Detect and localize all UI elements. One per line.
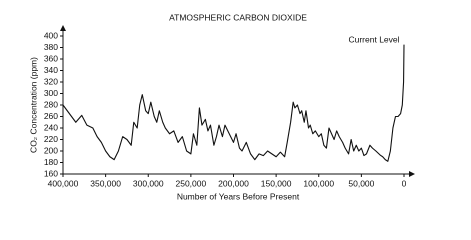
y-tick-label: 180: [44, 157, 58, 167]
x-tick-label: 150,000: [261, 178, 292, 188]
y-axis-label: CO₂ Concentration (ppm): [28, 57, 38, 153]
y-tick-label: 400: [44, 30, 58, 40]
x-tick-label: 350,000: [90, 178, 121, 188]
annotation: Current Level: [348, 34, 399, 44]
x-tick-label: 50,000: [348, 178, 374, 188]
y-tick-label: 360: [44, 53, 58, 63]
x-tick-label: 400,000: [48, 178, 79, 188]
chart-title: ATMOSPHERIC CARBON DIOXIDE: [169, 12, 307, 22]
y-tick-label: 280: [44, 99, 58, 109]
x-axis-arrow: [409, 171, 415, 177]
y-tick-label: 200: [44, 145, 58, 155]
y-tick-label: 220: [44, 134, 58, 144]
y-tick-label: 340: [44, 65, 58, 75]
y-tick-label: 380: [44, 42, 58, 52]
y-tick-label: 320: [44, 76, 58, 86]
y-tick-label: 260: [44, 111, 58, 121]
y-tick-label: 300: [44, 88, 58, 98]
x-tick-label: 0: [402, 178, 407, 188]
y-tick-label: 240: [44, 122, 58, 132]
chart: ATMOSPHERIC CARBON DIOXIDE Number of Yea…: [28, 12, 415, 201]
x-tick-label: 100,000: [303, 178, 334, 188]
data-line: [62, 44, 405, 162]
x-tick-label: 250,000: [176, 178, 207, 188]
x-axis-label: Number of Years Before Present: [177, 191, 300, 201]
y-tick-label: 160: [44, 168, 58, 178]
y-axis-arrow: [60, 25, 66, 31]
x-tick-label: 200,000: [218, 178, 249, 188]
x-tick-label: 300,000: [133, 178, 164, 188]
